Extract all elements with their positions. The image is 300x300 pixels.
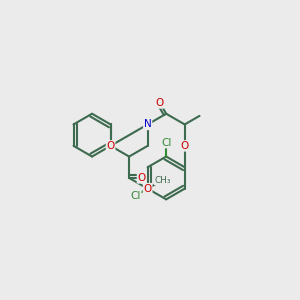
Text: CH₃: CH₃ (154, 176, 171, 184)
Text: O: O (156, 98, 164, 108)
Text: Cl: Cl (130, 190, 141, 201)
Text: N: N (144, 119, 152, 129)
Text: O: O (181, 141, 189, 151)
Text: O: O (106, 141, 115, 151)
Text: Cl: Cl (161, 138, 171, 148)
Text: O: O (137, 173, 146, 183)
Text: O: O (143, 184, 152, 194)
Text: O
CH₃: O CH₃ (0, 299, 1, 300)
